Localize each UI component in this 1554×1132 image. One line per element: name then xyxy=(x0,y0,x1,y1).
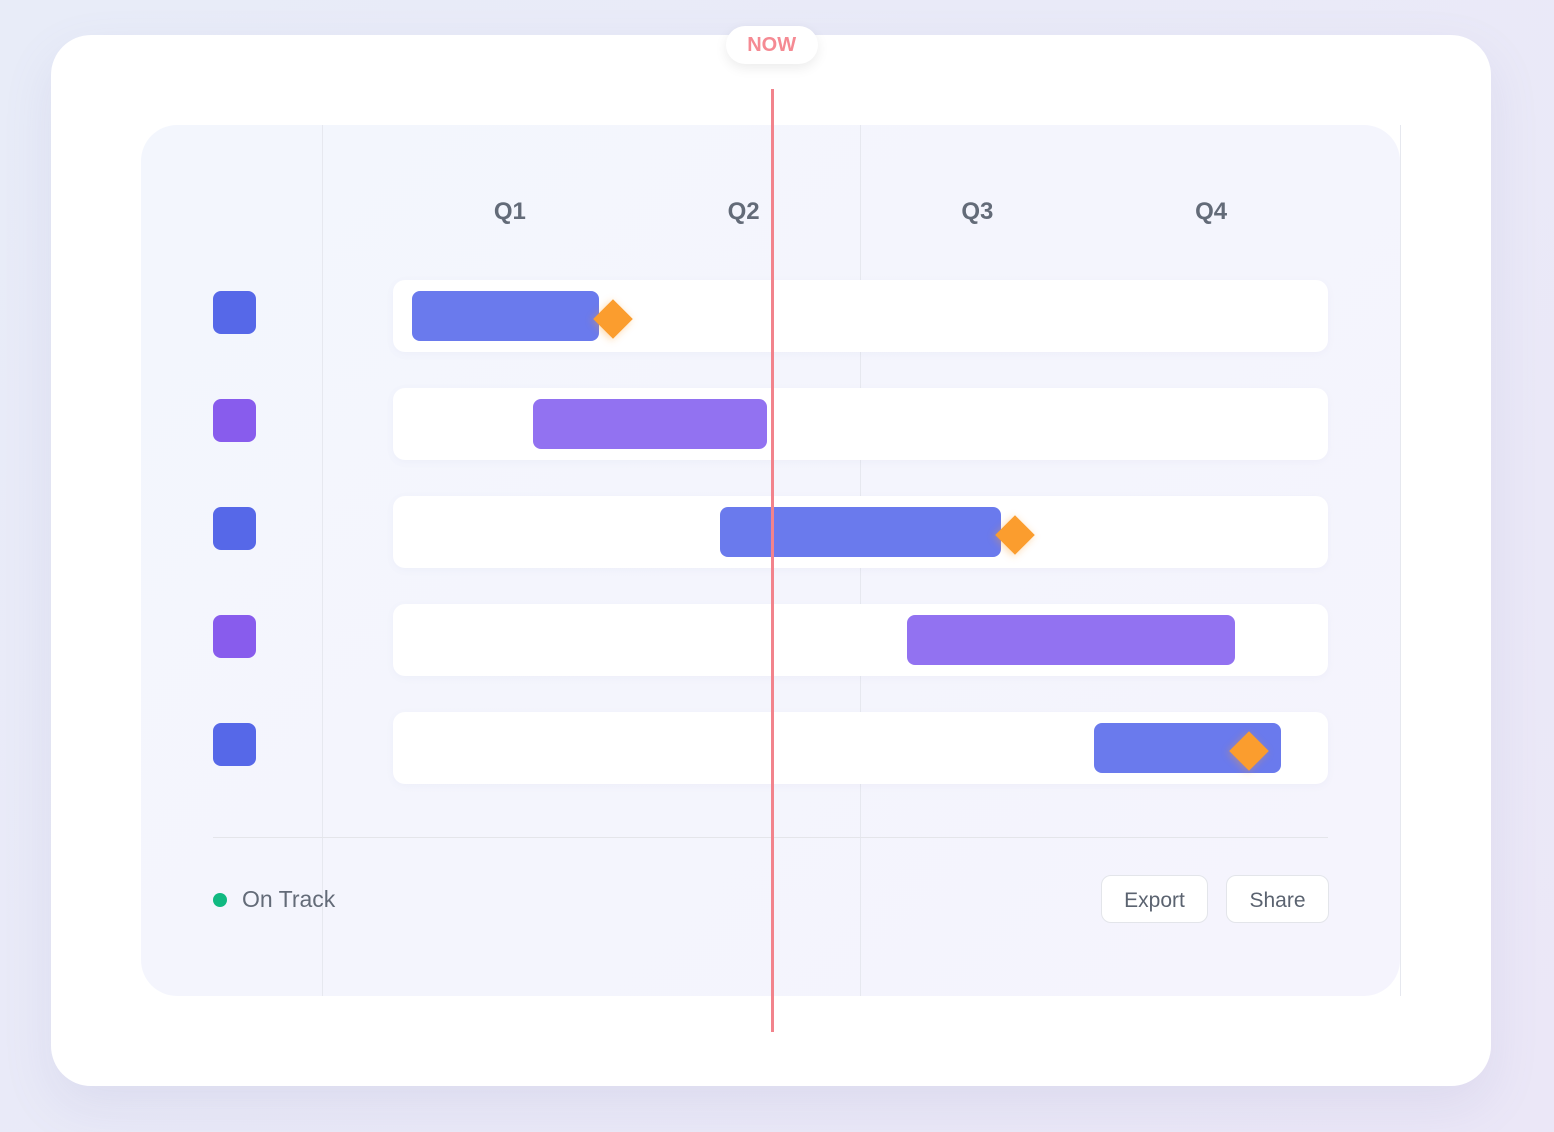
quarter-label: Q3 xyxy=(961,198,994,225)
now-line xyxy=(770,89,774,1032)
task-color-chip xyxy=(213,507,256,550)
task-track xyxy=(393,388,1328,460)
quarter-label: Q1 xyxy=(493,198,526,225)
task-track xyxy=(393,712,1328,784)
on-track-status-dot xyxy=(213,893,227,907)
export-button[interactable]: Export xyxy=(1101,875,1208,923)
legend-label: On Track xyxy=(242,886,336,912)
quarter-label: Q2 xyxy=(727,198,760,225)
task-track xyxy=(393,280,1328,352)
share-button[interactable]: Share xyxy=(1226,875,1329,923)
task-bar[interactable] xyxy=(411,291,599,341)
task-bar[interactable] xyxy=(720,507,1001,557)
task-color-chip xyxy=(213,291,256,334)
task-track xyxy=(393,496,1328,568)
footer-divider xyxy=(213,837,1328,838)
task-track xyxy=(393,604,1328,676)
grid-line xyxy=(322,125,323,996)
task-color-chip xyxy=(213,399,256,442)
task-color-chip xyxy=(213,723,256,766)
task-bar[interactable] xyxy=(533,399,767,449)
quarter-label: Q4 xyxy=(1195,198,1228,225)
now-badge: NOW xyxy=(725,26,818,64)
task-bar[interactable] xyxy=(907,615,1235,665)
milestone-diamond-icon[interactable] xyxy=(994,515,1035,555)
grid-line xyxy=(1400,125,1401,996)
milestone-diamond-icon[interactable] xyxy=(592,299,633,339)
task-color-chip xyxy=(213,615,256,658)
